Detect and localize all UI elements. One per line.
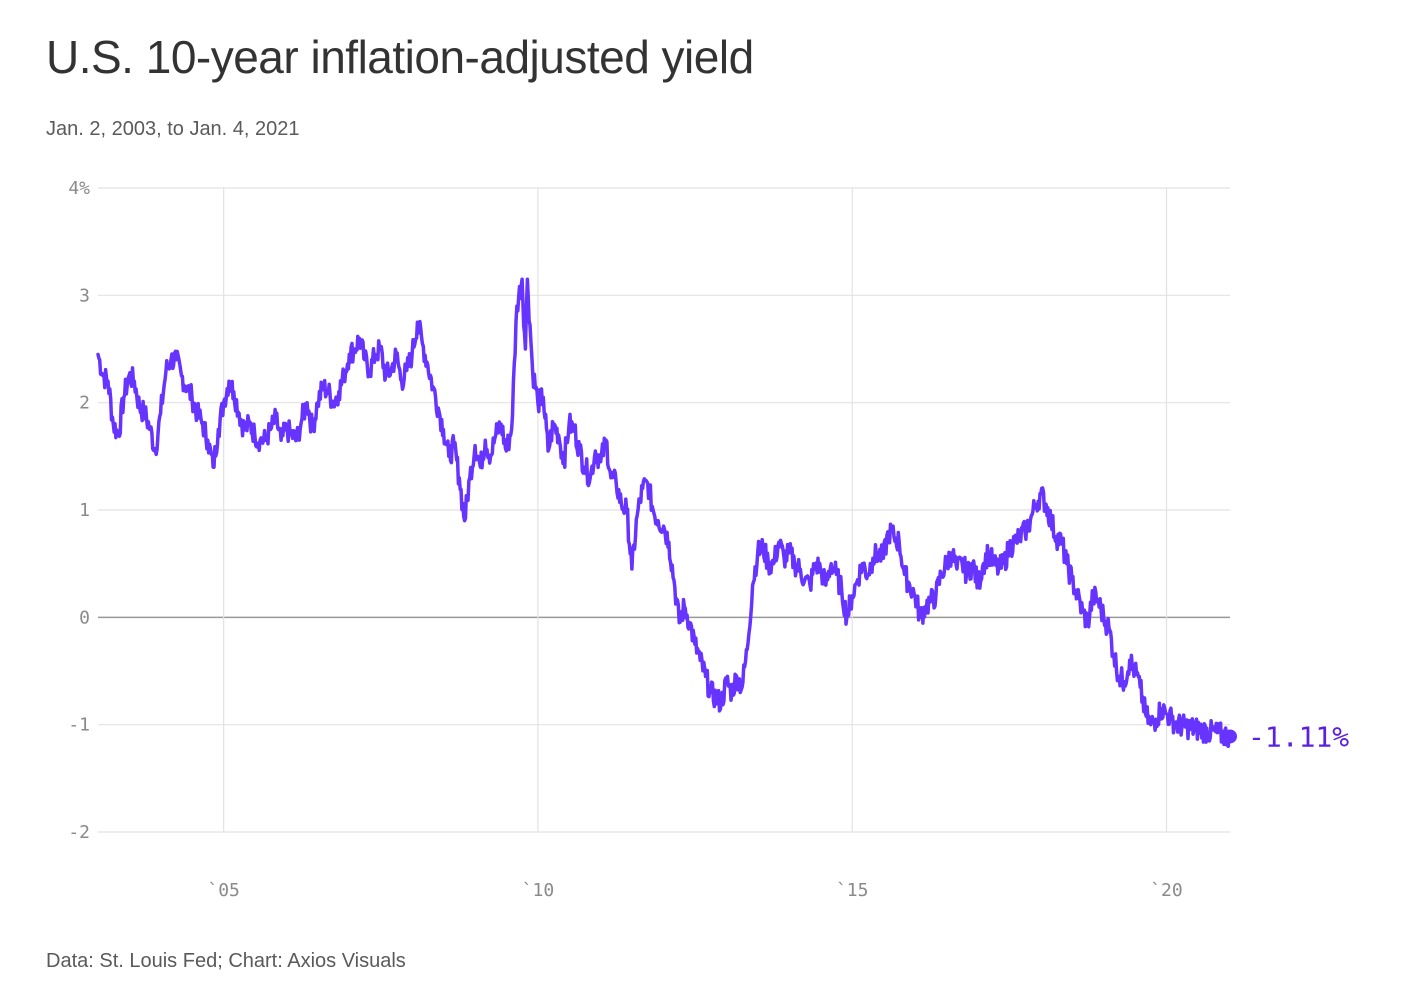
end-point-label: -1.11% xyxy=(1248,720,1349,753)
x-gridlines xyxy=(223,188,1168,832)
chart-title: U.S. 10-year inflation-adjusted yield xyxy=(46,31,754,83)
series-line xyxy=(96,277,1232,749)
y-tick-label: 0 xyxy=(79,607,90,628)
y-tick-label: -1 xyxy=(68,715,90,736)
chart-subtitle: Jan. 2, 2003, to Jan. 4, 2021 xyxy=(46,118,300,140)
x-tick-label: `20 xyxy=(1150,880,1183,901)
x-axis-ticks: `05 `10 `15 `20 xyxy=(207,880,1182,901)
source-note: Data: St. Louis Fed; Chart: Axios Visual… xyxy=(46,950,406,972)
y-tick-label: 4% xyxy=(68,178,90,199)
x-tick-label: `05 xyxy=(207,880,240,901)
y-tick-label: 2 xyxy=(79,393,90,414)
y-tick-label: 3 xyxy=(79,285,90,306)
y-axis-ticks: 4% 3 2 1 0 -1 -2 xyxy=(68,178,90,843)
x-tick-label: `10 xyxy=(522,880,555,901)
end-point-marker xyxy=(1223,729,1237,744)
x-tick-label: `15 xyxy=(836,880,869,901)
y-gridlines xyxy=(98,187,1230,833)
y-tick-label: 1 xyxy=(79,500,90,521)
y-tick-label: -2 xyxy=(68,822,90,843)
